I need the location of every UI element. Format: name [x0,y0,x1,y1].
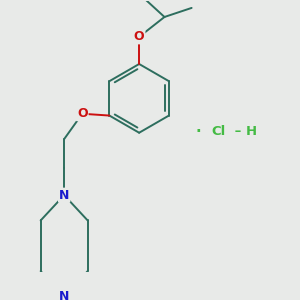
Text: N: N [59,189,69,202]
Text: O: O [134,30,145,44]
Text: – H: – H [230,125,257,138]
Text: ·: · [195,124,201,139]
Text: O: O [77,107,88,120]
Text: Cl: Cl [212,125,226,138]
Text: N: N [59,290,69,300]
